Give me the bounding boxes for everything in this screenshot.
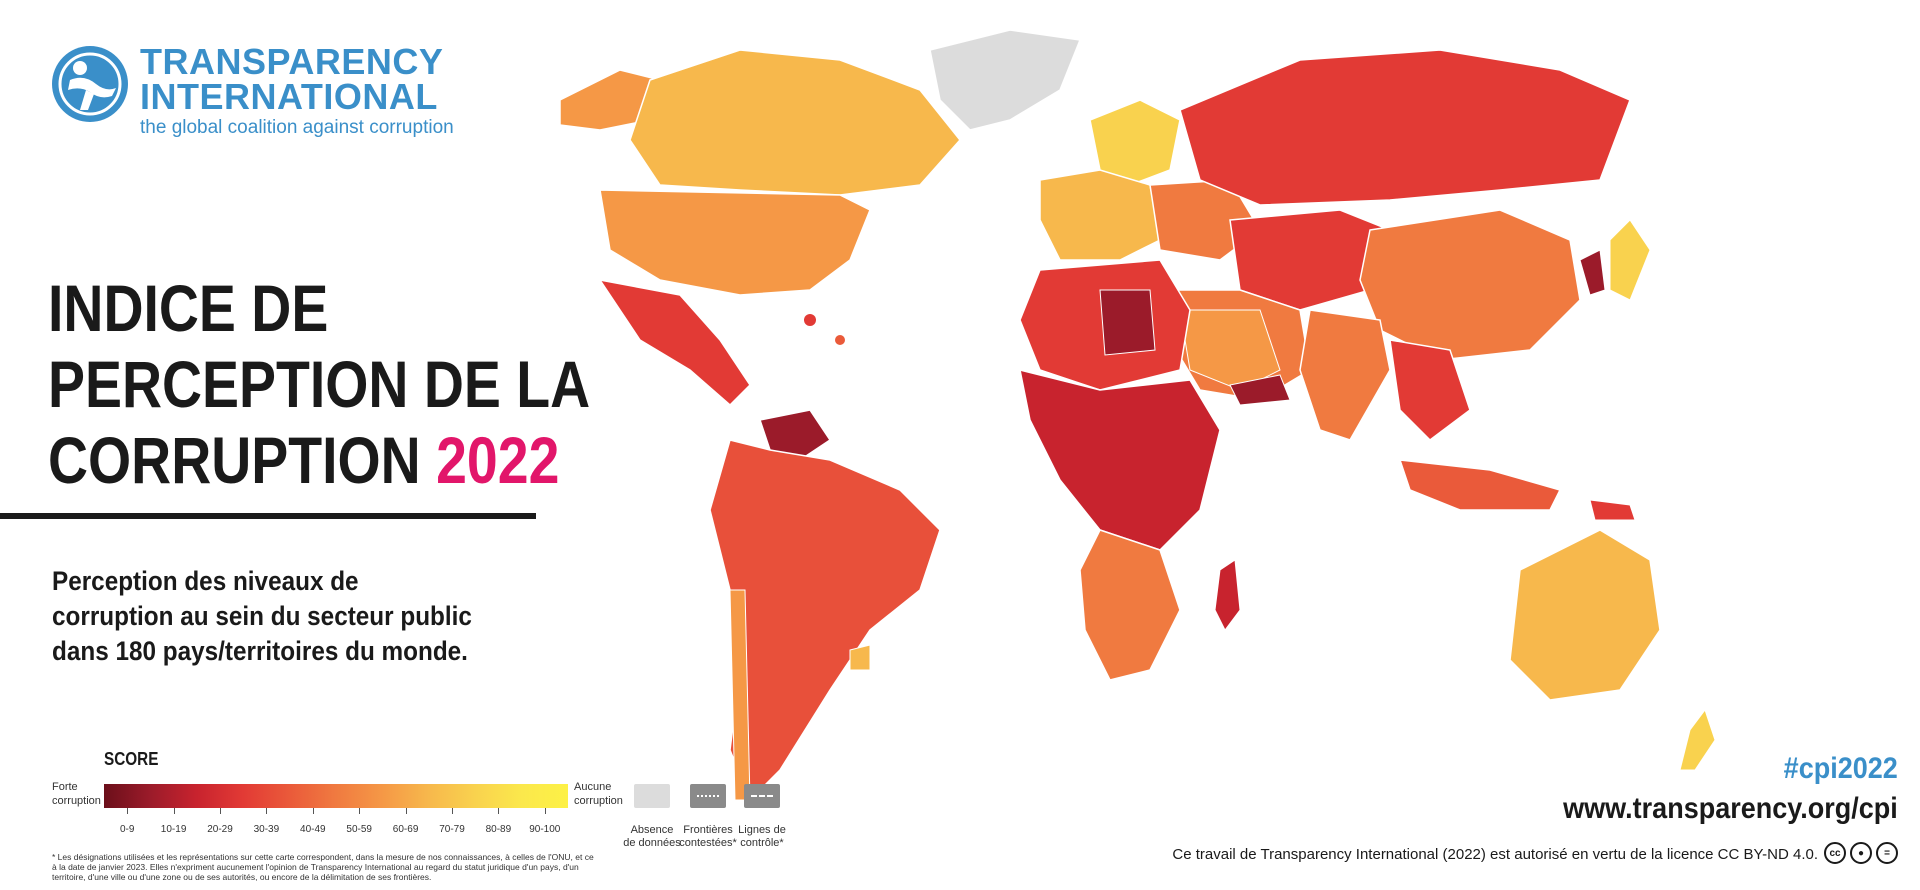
legend-range-label: 80-89 bbox=[485, 824, 512, 835]
legend-right-line-1: Aucune bbox=[574, 781, 612, 793]
legend-left-line-1: Forte bbox=[52, 781, 78, 793]
no-data-line-1: Absence bbox=[630, 824, 674, 836]
logo-tagline: the global coalition against corruption bbox=[140, 117, 454, 138]
legend-range-label: 10-19 bbox=[160, 824, 187, 835]
region-korea bbox=[1579, 249, 1606, 296]
region-se-asia bbox=[1389, 339, 1471, 441]
dashed-line-icon bbox=[751, 795, 773, 797]
subtitle-line-2: corruption au sein du secteur public bbox=[52, 601, 472, 631]
hashtag[interactable]: #cpi2022 bbox=[1783, 752, 1898, 785]
control-line-1: Lignes de bbox=[738, 824, 786, 836]
legend-tick bbox=[312, 808, 314, 814]
legend-left-line-2: corruption bbox=[52, 795, 101, 807]
logo: TRANSPARENCY INTERNATIONAL the global co… bbox=[50, 44, 454, 139]
control-line-2: contrôle* bbox=[740, 837, 784, 849]
website-link[interactable]: www.transparency.org/cpi bbox=[1563, 792, 1898, 825]
world-map bbox=[559, 29, 1716, 802]
disputed-border-swatch bbox=[690, 784, 726, 808]
legend-range-label: 20-29 bbox=[207, 824, 233, 835]
nd-icon: = bbox=[1876, 842, 1898, 864]
region-india bbox=[1299, 309, 1391, 441]
control-line-swatch bbox=[744, 784, 780, 808]
legend-ticks bbox=[104, 808, 568, 816]
legend-range-label: 30-39 bbox=[253, 824, 280, 835]
logo-line-1: TRANSPARENCY bbox=[140, 41, 444, 82]
legend-tick bbox=[266, 808, 268, 814]
title-year: 2022 bbox=[436, 423, 560, 497]
footnote: * Les désignations utilisées et les repr… bbox=[52, 852, 594, 882]
disputed-line-1: Frontières bbox=[683, 824, 733, 836]
region-russia bbox=[1179, 49, 1631, 206]
legend-range-label: 90-100 bbox=[529, 824, 561, 835]
legend-range-label: 0-9 bbox=[119, 824, 135, 835]
no-data-swatch bbox=[634, 784, 670, 808]
by-icon: ● bbox=[1850, 842, 1872, 864]
region-australia bbox=[1509, 529, 1661, 701]
region-mexico bbox=[598, 278, 751, 407]
no-data-line-2: de données bbox=[623, 837, 681, 849]
title-divider bbox=[0, 513, 536, 519]
legend-tick bbox=[359, 808, 361, 814]
legend-range-labels: 0-9 10-19 20-29 30-39 40-49 50-59 60-69 70-79 80… bbox=[104, 824, 568, 838]
legend-range-label: 40-49 bbox=[300, 824, 326, 835]
legend-tick bbox=[452, 808, 453, 814]
legend-range-label: 60-69 bbox=[392, 824, 419, 835]
title-line-2: PERCEPTION DE LA bbox=[48, 347, 591, 421]
region-indonesia bbox=[1398, 459, 1562, 511]
region-southern-africa bbox=[1079, 529, 1181, 681]
region-libya bbox=[1099, 289, 1156, 356]
region-png bbox=[1589, 499, 1636, 521]
legend-tick bbox=[498, 808, 500, 814]
region-yemen bbox=[1229, 374, 1291, 406]
legend-right-line-2: corruption bbox=[574, 795, 623, 807]
subtitle-line-1: Perception des niveaux de bbox=[52, 566, 359, 596]
license-icons: cc ● = bbox=[1824, 842, 1898, 864]
subtitle: Perception des niveaux de corruption au … bbox=[52, 564, 522, 669]
globe-person-icon bbox=[52, 46, 128, 122]
title-line-1: INDICE DE bbox=[48, 271, 329, 345]
cc-icon: cc bbox=[1824, 842, 1846, 864]
region-venezuela bbox=[759, 409, 832, 461]
disputed-line-2: contestées* bbox=[679, 837, 737, 849]
region-madagascar bbox=[1214, 559, 1241, 631]
dotted-line-icon bbox=[697, 795, 719, 797]
region-western-europe bbox=[1039, 169, 1161, 261]
legend-range-label: 50-59 bbox=[346, 824, 372, 835]
legend-left-label: Forte corruption bbox=[52, 780, 101, 808]
region-canada bbox=[629, 49, 961, 196]
no-data-label: Absence de données bbox=[617, 824, 687, 850]
region-uruguay bbox=[849, 644, 871, 671]
legend-right-label: Aucune corruption bbox=[574, 780, 623, 808]
region-japan bbox=[1609, 219, 1651, 301]
region-greenland bbox=[929, 29, 1082, 131]
control-label: Lignes de contrôle* bbox=[727, 824, 797, 850]
title-word: CORRUPTION bbox=[48, 423, 421, 497]
legend-range-label: 70-79 bbox=[439, 824, 465, 835]
region-central-africa bbox=[1019, 368, 1221, 551]
disputed-label: Frontières contestées* bbox=[673, 824, 743, 850]
legend-tick bbox=[127, 808, 129, 814]
region-china bbox=[1359, 209, 1581, 361]
legend-title: SCORE bbox=[104, 749, 159, 769]
legend-tick bbox=[544, 808, 546, 814]
legend-tick bbox=[173, 808, 175, 814]
title-line-3: CORRUPTION 2022 bbox=[48, 422, 559, 498]
legend-tick bbox=[220, 808, 221, 814]
page-title: INDICE DE PERCEPTION DE LA CORRUPTION 20… bbox=[48, 270, 591, 498]
legend-color-scale bbox=[104, 784, 568, 808]
legend-tick bbox=[405, 808, 407, 814]
region-new-zealand bbox=[1679, 708, 1716, 771]
license-text: Ce travail de Transparency International… bbox=[1172, 846, 1818, 863]
region-usa bbox=[599, 189, 871, 296]
subtitle-line-3: dans 180 pays/territoires du monde. bbox=[52, 636, 468, 666]
logo-line-2: INTERNATIONAL bbox=[140, 76, 438, 117]
